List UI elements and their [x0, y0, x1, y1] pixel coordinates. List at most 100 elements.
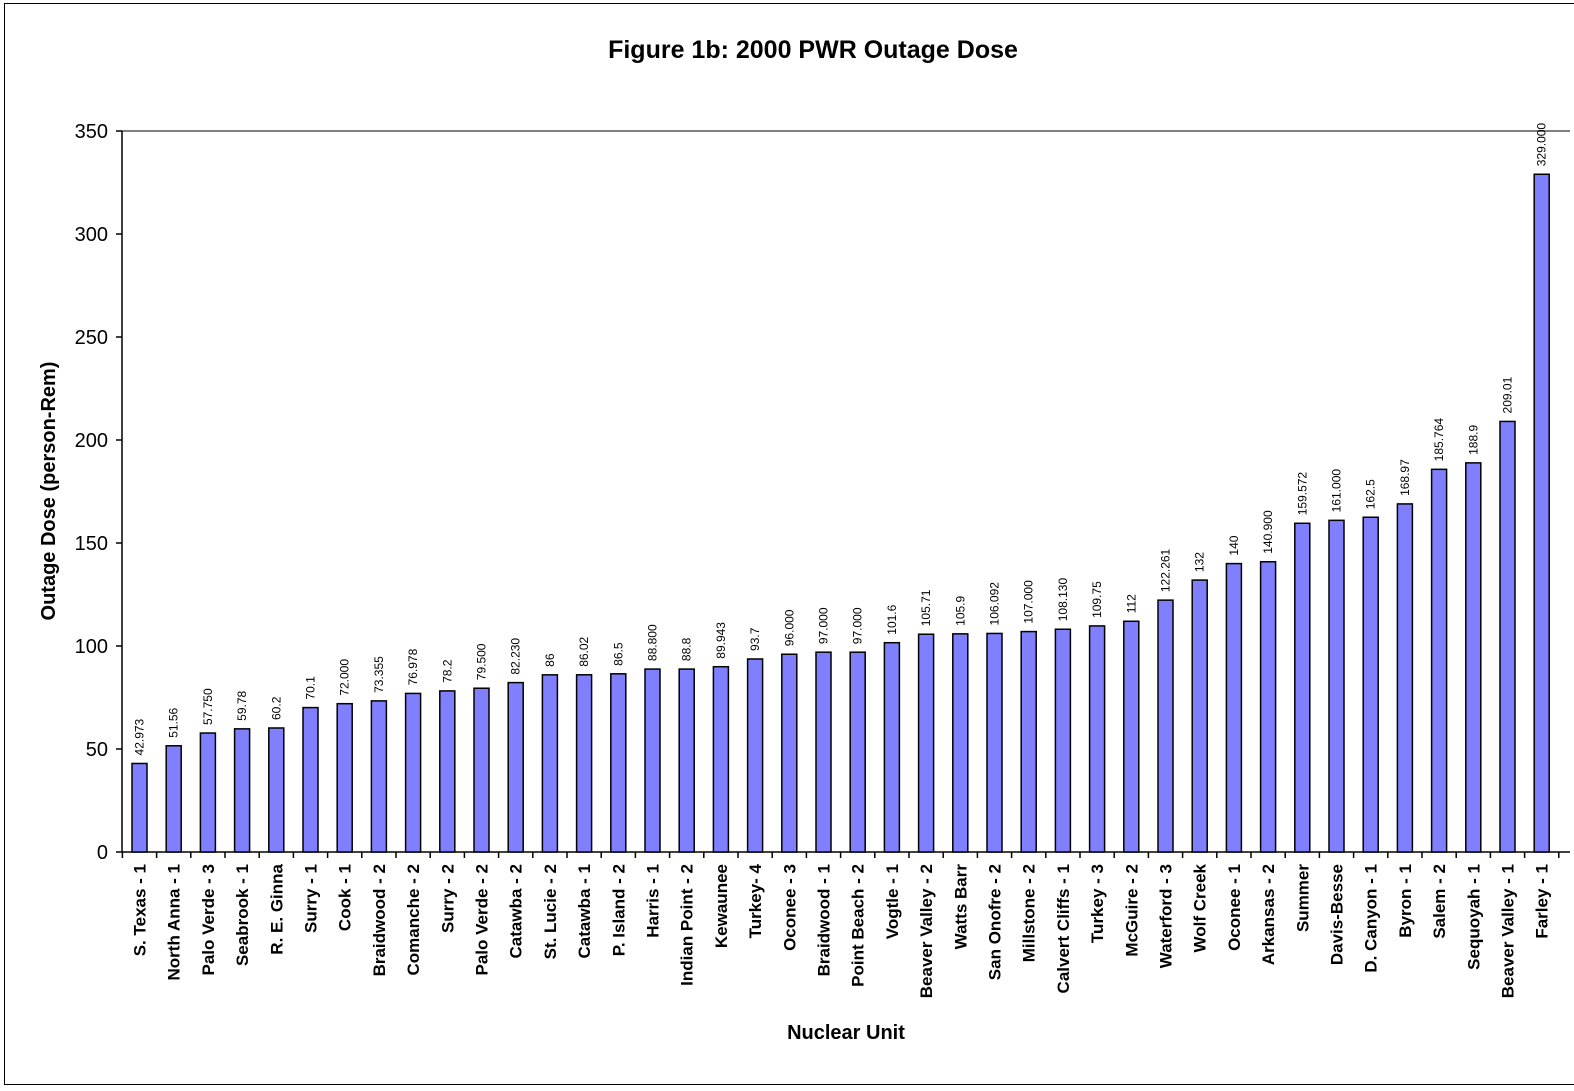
category-label: P. Island - 2	[609, 864, 628, 956]
bar	[473, 687, 490, 853]
bar	[1259, 560, 1277, 853]
data-label: 162.5	[1364, 479, 1378, 509]
data-label: 86	[543, 653, 557, 667]
data-label: 97.000	[851, 607, 865, 644]
bar	[883, 641, 901, 853]
bar	[917, 633, 935, 853]
data-label: 78.2	[440, 659, 454, 683]
bars-group	[131, 173, 1550, 853]
category-label: Farley - 1	[1533, 864, 1552, 939]
category-label: Millstone - 2	[1020, 864, 1039, 962]
y-tick-label: 250	[75, 327, 108, 349]
data-label: 106.092	[988, 582, 1002, 626]
bar	[1157, 599, 1174, 853]
x-axis-title: Nuclear Unit	[787, 1022, 905, 1044]
bar	[678, 668, 695, 853]
bar	[1020, 630, 1037, 853]
category-label: Braidwood - 2	[370, 864, 389, 976]
category-label: Waterford - 3	[1157, 864, 1176, 968]
bar	[1225, 562, 1243, 853]
category-label: Catawba - 1	[575, 864, 594, 958]
category-label: Beaver Valley - 2	[917, 864, 936, 998]
bar	[1054, 628, 1072, 853]
bar	[1294, 522, 1311, 853]
data-label: 122.261	[1159, 548, 1173, 592]
bar	[302, 706, 319, 853]
category-label: D. Canyon - 1	[1362, 864, 1381, 973]
bar	[165, 745, 182, 853]
bar	[1396, 503, 1414, 853]
category-label: Byron - 1	[1396, 864, 1415, 938]
bar	[575, 674, 593, 853]
bar	[644, 668, 661, 853]
data-label: 60.2	[269, 696, 283, 720]
bar	[712, 665, 730, 853]
data-label: 42.973	[133, 718, 147, 755]
bar	[952, 633, 969, 853]
bar	[439, 690, 456, 853]
data-label: 108.130	[1056, 578, 1070, 622]
data-label: 101.6	[885, 604, 899, 634]
data-labels-group: 42.973 51.56 57.750 59.78 60.2 70.1 72.000 73.3…	[133, 123, 1549, 756]
category-label: Oconee - 1	[1225, 864, 1244, 951]
category-label: Beaver Valley - 1	[1499, 864, 1518, 998]
bar	[815, 651, 832, 853]
category-label: R. E. Ginna	[267, 863, 286, 954]
category-label: McGuire - 2	[1122, 864, 1141, 957]
category-labels-group: S. Texas - 1 North Anna - 1 Palo Verde - 3…	[131, 863, 1552, 998]
data-label: 161.000	[1330, 469, 1344, 513]
bar	[370, 700, 388, 853]
data-label: 159.572	[1295, 472, 1309, 516]
bar	[131, 762, 148, 853]
bar	[541, 674, 559, 853]
category-label: North Anna - 1	[165, 864, 184, 980]
data-label: 185.764	[1432, 418, 1446, 462]
data-label: 59.78	[235, 690, 249, 720]
bar	[610, 673, 627, 853]
data-label: 86.5	[611, 642, 625, 666]
data-label: 140	[1227, 535, 1241, 555]
y-tick-label: 300	[75, 224, 108, 246]
y-tick-label: 350	[75, 121, 108, 143]
bar	[404, 692, 422, 853]
category-label: Summer	[1293, 864, 1312, 932]
data-label: 72.000	[338, 659, 352, 696]
category-label: Cook - 1	[336, 864, 355, 931]
data-label: 97.000	[817, 607, 831, 644]
category-label: Palo Verde - 2	[473, 864, 492, 976]
data-label: 105.9	[953, 595, 967, 625]
data-label: 140.900	[1261, 510, 1275, 554]
category-label: Davis-Besse	[1328, 864, 1347, 965]
category-label: Watts Barr	[951, 864, 970, 950]
bar	[1430, 468, 1448, 853]
category-label: Palo Verde - 3	[199, 864, 218, 976]
category-label: Wolf Creek	[1191, 863, 1210, 952]
data-label: 329.000	[1535, 123, 1549, 167]
data-label: 107.000	[1022, 580, 1036, 624]
data-label: 82.230	[509, 638, 523, 675]
data-label: 76.978	[406, 648, 420, 685]
data-label: 93.7	[748, 627, 762, 651]
data-label: 112	[1124, 594, 1138, 613]
category-label: Arkansas - 2	[1259, 864, 1278, 965]
data-label: 73.355	[372, 656, 386, 693]
data-label: 105.71	[919, 589, 933, 626]
y-tick-label: 50	[86, 739, 108, 761]
category-label: S. Texas - 1	[131, 864, 150, 956]
bar	[1123, 620, 1140, 853]
data-label: 70.1	[304, 676, 318, 700]
data-label: 51.56	[167, 707, 181, 737]
data-label: 57.750	[201, 688, 215, 725]
category-label: Comanche - 2	[404, 864, 423, 975]
y-axis-title: Outage Dose (person-Rem)	[38, 362, 60, 621]
category-label: Kewaunee	[712, 864, 731, 948]
bar	[268, 727, 285, 853]
y-tick-label: 0	[97, 842, 108, 864]
data-label: 89.943	[714, 622, 728, 659]
bar	[1362, 516, 1379, 853]
category-label: Surry - 2	[438, 864, 457, 933]
y-tick-label: 100	[75, 636, 108, 658]
category-label: San Onofre - 2	[986, 864, 1005, 980]
category-label: Braidwood - 1	[815, 864, 834, 976]
